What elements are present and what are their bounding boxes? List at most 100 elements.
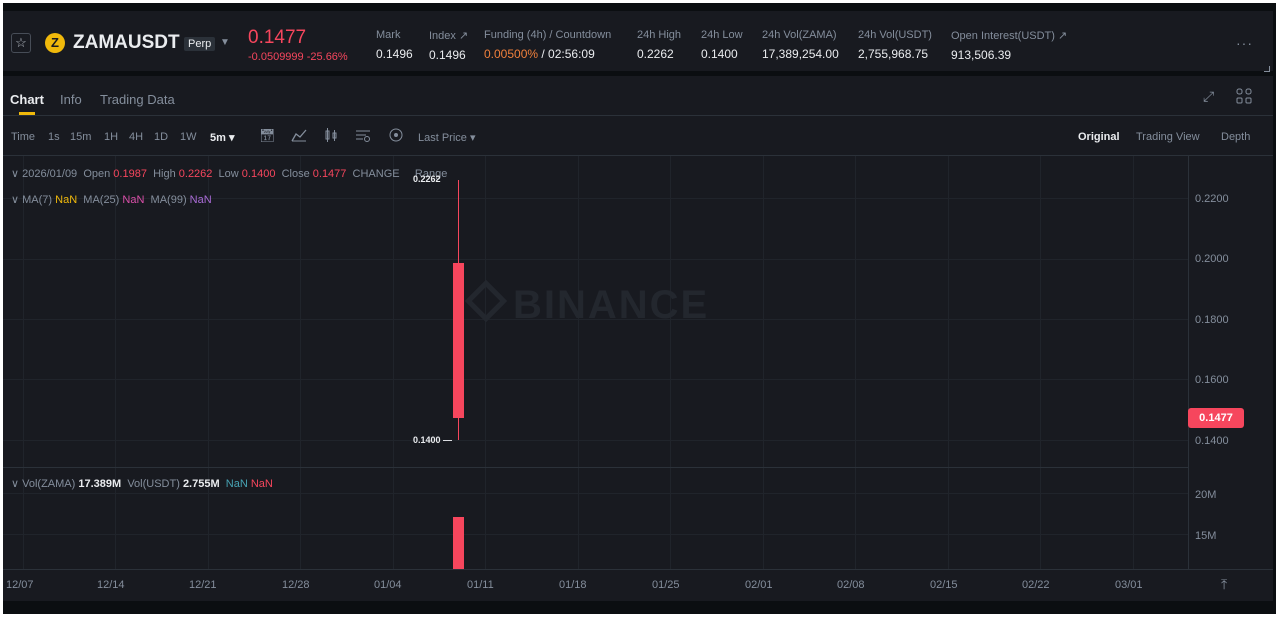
stat-value: 0.1496 (429, 48, 466, 62)
ma25-label: MA(25) (83, 194, 120, 206)
view-depth[interactable]: Depth (1221, 131, 1251, 143)
vol-usdt-value: 2.755M (182, 478, 220, 490)
vol-ma1-value: NaN (225, 478, 248, 490)
symbol-dropdown-icon[interactable]: ▼ (220, 37, 230, 48)
interval-1d[interactable]: 1D (154, 131, 169, 143)
time-axis[interactable]: 12/07 12/14 12/21 12/28 01/04 01/11 01/1… (3, 569, 1273, 601)
stat-value: 0.2262 (637, 47, 674, 61)
chart-panel: Chart Info Trading Data ⤢ Time 1s 15m 1H… (3, 76, 1273, 601)
ohlc-legend: ∨ 2026/01/09 Open 0.1987 High 0.2262 Low… (11, 167, 447, 180)
stat-value: 0.1496 (376, 47, 413, 61)
interval-time[interactable]: Time (11, 131, 36, 143)
stat-label: Funding (4h) / Countdown (484, 29, 612, 41)
stat-value: 17,389,254.00 (762, 47, 839, 61)
candle-type-icon[interactable] (323, 128, 339, 145)
stat-24h-vol-zama: 24h Vol(ZAMA) 17,389,254.00 (762, 29, 839, 61)
settings-sliders-icon[interactable] (355, 128, 371, 145)
stat-open-interest[interactable]: Open Interest(USDT) ↗ 913,506.39 (951, 29, 1067, 62)
grid-line (23, 156, 24, 569)
resize-corner-icon[interactable] (1264, 66, 1270, 72)
grid-line (670, 156, 671, 569)
interval-5m-dropdown[interactable]: 5m ▾ (210, 132, 235, 144)
symbol-name[interactable]: ZAMAUSDT (73, 32, 180, 53)
auto-fit-icon[interactable]: ⤒ (1221, 576, 1228, 592)
collapse-chevron-icon[interactable]: ∨ (11, 168, 20, 180)
x-tick: 12/14 (97, 579, 125, 591)
ticker-header: ☆ Z ZAMAUSDT Perp ▼ 0.1477 -0.0509999 -2… (3, 11, 1273, 72)
funding-countdown: / 02:56:09 (538, 47, 595, 61)
grid-line (1040, 156, 1041, 569)
change-abs: -0.0509999 (248, 51, 304, 63)
tab-info[interactable]: Info (60, 92, 82, 107)
grid-line (3, 493, 1188, 494)
grid-line (3, 259, 1188, 260)
high-marker-label: 0.2262 (413, 174, 441, 184)
stat-value: 0.1400 (701, 47, 738, 61)
y-tick: 0.1600 (1195, 374, 1229, 386)
grid-line (855, 156, 856, 569)
change-label: CHANGE (352, 168, 400, 180)
grid-line (3, 319, 1188, 320)
grid-line (3, 379, 1188, 380)
last-price: 0.1477 (248, 27, 307, 48)
high-value: 0.2262 (178, 168, 213, 180)
x-tick: 12/21 (189, 579, 217, 591)
ma25-value: NaN (122, 194, 145, 206)
expand-icon[interactable]: ⤢ (1203, 88, 1215, 104)
x-tick: 03/01 (1115, 579, 1143, 591)
low-label: Low (218, 168, 239, 180)
vol-zama-label: Vol(ZAMA) (22, 478, 76, 490)
calendar-icon[interactable]: 📅︎ (259, 128, 276, 143)
interval-4h[interactable]: 4H (129, 131, 144, 143)
close-label: Close (281, 168, 310, 180)
change-pct: -25.66% (306, 51, 348, 63)
grid-line (3, 198, 1188, 199)
price-type-dropdown[interactable]: Last Price ▾ (418, 132, 476, 144)
vol-tick: 20M (1195, 489, 1217, 501)
collapse-chevron-icon[interactable]: ∨ (11, 194, 20, 206)
grid-line (300, 156, 301, 569)
tab-chart[interactable]: Chart (10, 92, 44, 107)
binance-watermark: BINANCE (513, 283, 710, 327)
interval-15m[interactable]: 15m (70, 131, 92, 143)
stat-label: 24h Vol(ZAMA) (762, 29, 837, 41)
grid-line (3, 534, 1188, 535)
price-change: -0.0509999 -25.66% (248, 51, 348, 63)
ma99-value: NaN (189, 194, 212, 206)
grid-line (393, 156, 394, 569)
more-horizontal-icon[interactable]: ··· (1236, 35, 1253, 51)
target-icon[interactable] (389, 128, 403, 145)
favorite-star-icon[interactable]: ☆ (11, 33, 31, 53)
y-tick: 0.2000 (1195, 253, 1229, 265)
x-tick: 01/25 (652, 579, 680, 591)
collapse-chevron-icon[interactable]: ∨ (11, 478, 20, 490)
interval-1w[interactable]: 1W (180, 131, 197, 143)
candlestick-chart[interactable] (3, 156, 1188, 569)
ohlc-date: 2026/01/09 (22, 168, 78, 180)
ma-legend: ∨ MA(7) NaN MA(25) NaN MA(99) NaN (11, 193, 212, 206)
interval-1h[interactable]: 1H (104, 131, 119, 143)
volume-bar[interactable] (453, 517, 464, 569)
close-value: 0.1477 (312, 168, 347, 180)
x-tick: 02/01 (745, 579, 773, 591)
indicator-chart-icon[interactable] (291, 128, 307, 145)
view-trading-view[interactable]: Trading View (1136, 131, 1200, 143)
stat-24h-low: 24h Low 0.1400 (701, 29, 743, 61)
vol-zama-value: 17.389M (78, 478, 122, 490)
view-original[interactable]: Original (1078, 131, 1120, 143)
volume-separator[interactable] (3, 467, 1188, 468)
price-axis[interactable] (1188, 156, 1273, 569)
grid-line (763, 156, 764, 569)
range-label: Range (414, 168, 448, 180)
stat-24h-high: 24h High 0.2262 (637, 29, 681, 61)
stat-label: 24h High (637, 29, 682, 41)
grid-line (3, 440, 1188, 441)
x-tick: 12/07 (6, 579, 34, 591)
candle-body[interactable] (453, 263, 464, 418)
tab-trading-data[interactable]: Trading Data (100, 92, 175, 107)
layout-grid-icon[interactable] (1236, 88, 1252, 107)
interval-1s[interactable]: 1s (48, 131, 60, 143)
high-label: High (153, 168, 176, 180)
y-tick: 0.1400 (1195, 435, 1229, 447)
stat-index[interactable]: Index ↗ 0.1496 (429, 29, 468, 62)
